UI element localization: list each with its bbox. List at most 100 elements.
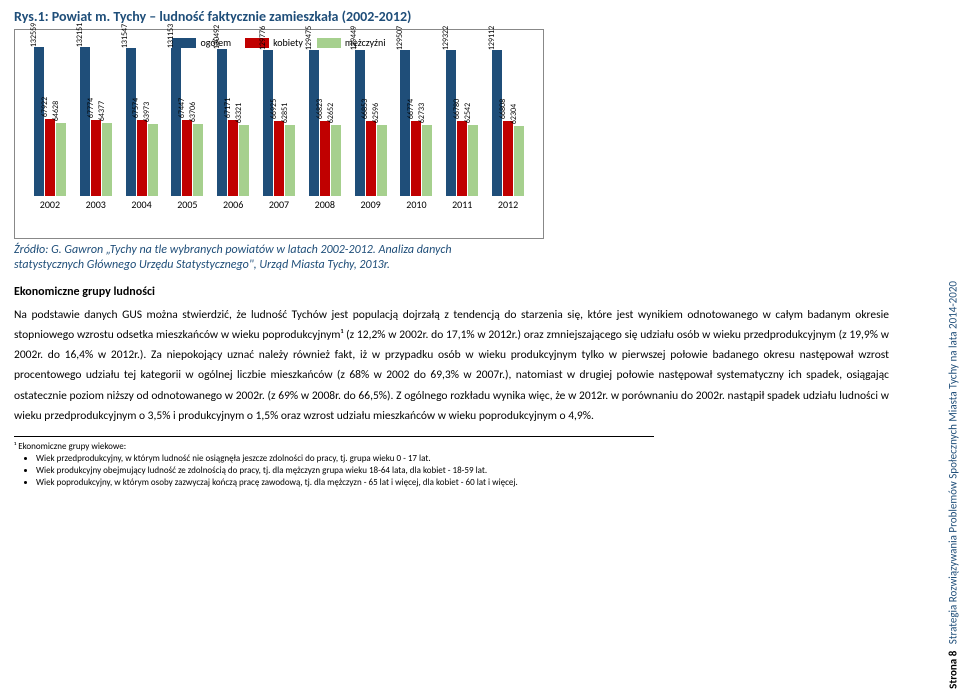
bar-set: 1294496685362596 [355, 46, 387, 196]
bar-mezczyzni: 64628 [56, 123, 66, 196]
bar-set: 1297766692562851 [263, 46, 295, 196]
year-label: 2012 [498, 198, 518, 211]
source-line-1: Źródło: G. Gawron „Tychy na tle wybranyc… [14, 243, 452, 257]
body-paragraph: Na podstawie danych GUS można stwierdzić… [14, 305, 889, 426]
year-group: 12932266780625422011 [441, 46, 483, 211]
bar-value-label: 62542 [463, 103, 473, 123]
year-label: 2010 [406, 198, 426, 211]
bar-value-label: 62596 [372, 103, 382, 123]
bar-value-label: 67447 [177, 98, 187, 118]
bar-set: 1325596792264628 [34, 46, 66, 196]
year-label: 2006 [223, 198, 243, 211]
year-group: 1315476757463973 2004 [121, 46, 163, 211]
bar-value-label: 66774 [406, 99, 416, 119]
bar-kobiety: 66808 [503, 121, 513, 196]
bar-ogolem: 130492 [217, 49, 227, 196]
year-label: 2002 [40, 198, 60, 211]
side-doc-title: Strategia Rozwiązywania Problemów Społec… [947, 281, 959, 644]
bar-mezczyzni: 63321 [239, 125, 249, 196]
bar-value-label: 129776 [258, 25, 268, 49]
bar-value-label: 62652 [326, 103, 336, 123]
side-page-label: Strona 8 Strategia Rozwiązywania Problem… [947, 281, 959, 689]
page-title: Rys.1: Powiat m. Tychy – ludność faktycz… [14, 8, 889, 25]
section-heading: Ekonomiczne grupy ludności [14, 285, 889, 299]
bar-value-label: 67171 [223, 98, 233, 118]
bar-kobiety: 66823 [320, 121, 330, 196]
bar-value-label: 129112 [487, 26, 497, 50]
bar-value-label: 64377 [97, 101, 107, 121]
population-chart: ogółemkobietymężczyźni 13255967922646282… [14, 29, 544, 239]
year-group: 1297766692562851 2007 [258, 46, 300, 211]
footnote-block: ¹ Ekonomiczne grupy wiekowe: Wiek przedp… [14, 436, 654, 490]
bar-ogolem: 129507 [400, 50, 410, 196]
bar-value-label: 131153 [166, 24, 176, 48]
bar-value-label: 66823 [315, 99, 325, 119]
year-group: 13049267171633212006 [212, 46, 254, 211]
bar-value-label: 63706 [188, 102, 198, 122]
year-group: 13115367447637062005 [166, 46, 208, 211]
year-group: 12944966853625962009 [350, 46, 392, 211]
bar-value-label: 66853 [361, 98, 371, 118]
source-line-2: statystycznych Głównego Urzędu Statystyc… [14, 258, 390, 272]
bar-value-label: 67574 [132, 98, 142, 118]
bar-kobiety: 66780 [457, 121, 467, 196]
bar-value-label: 129449 [350, 26, 360, 50]
footnote-item: Wiek przedprodukcyjny, w którym ludność … [36, 453, 654, 465]
bar-ogolem: 131153 [171, 48, 181, 196]
year-group: 1294756682362652 2008 [304, 46, 346, 211]
bar-ogolem: 132151 [80, 47, 90, 196]
bar-ogolem: 129475 [309, 50, 319, 196]
year-group: 1321516777464377 2003 [75, 46, 117, 211]
bar-value-label: 62851 [280, 103, 290, 123]
bar-set: 1315476757463973 [126, 46, 158, 196]
bar-ogolem: 132559 [34, 47, 44, 197]
bar-value-label: 129322 [441, 26, 451, 50]
bar-value-label: 62733 [417, 103, 427, 123]
bar-ogolem: 129776 [263, 50, 273, 196]
year-group: 1291126680862304 2012 [487, 46, 529, 211]
year-label: 2003 [86, 198, 106, 211]
bar-value-label: 66780 [452, 99, 462, 119]
year-group: 13255967922646282002 [29, 46, 71, 211]
bar-value-label: 63973 [143, 102, 153, 122]
bar-mezczyzni: 62851 [285, 125, 295, 196]
bar-kobiety: 66853 [366, 121, 376, 196]
bar-value-label: 67922 [40, 97, 50, 117]
chart-plot-area: 1325596792264628200213215167774643772003… [25, 51, 533, 211]
footnote-title: ¹ Ekonomiczne grupy wiekowe: [14, 441, 654, 453]
year-label: 2011 [452, 198, 472, 211]
bar-mezczyzni: 62304 [514, 126, 524, 196]
bar-ogolem: 129322 [446, 50, 456, 196]
year-label: 2004 [131, 198, 151, 211]
bar-kobiety: 67774 [91, 120, 101, 196]
year-group: 12950766774627332010 [396, 46, 438, 211]
bar-value-label: 66808 [498, 99, 508, 119]
page-number: Strona 8 [947, 651, 959, 689]
bar-mezczyzni: 62733 [422, 125, 432, 196]
bar-mezczyzni: 63706 [193, 124, 203, 196]
bar-value-label: 62304 [509, 104, 519, 124]
bar-mezczyzni: 62542 [468, 125, 478, 196]
bar-set: 1321516777464377 [80, 46, 112, 196]
footnote-item: Wiek poprodukcyjny, w którym osoby zazwy… [36, 477, 654, 489]
bar-value-label: 131547 [121, 23, 131, 47]
bar-value-label: 63321 [234, 102, 244, 122]
year-label: 2009 [360, 198, 380, 211]
bar-set: 1294756682362652 [309, 46, 341, 196]
year-label: 2007 [269, 198, 289, 211]
bar-ogolem: 131547 [126, 48, 136, 196]
bar-kobiety: 66925 [274, 121, 284, 196]
bar-ogolem: 129449 [355, 50, 365, 196]
bar-set: 1304926717163321 [217, 46, 249, 196]
bar-value-label: 132559 [29, 22, 39, 46]
bar-value-label: 130492 [212, 25, 222, 49]
chart-source: Źródło: G. Gawron „Tychy na tle wybranyc… [14, 243, 554, 273]
bar-kobiety: 67574 [137, 120, 147, 196]
bar-set: 1291126680862304 [492, 46, 524, 196]
bar-value-label: 132151 [75, 23, 85, 47]
bar-value-label: 67774 [86, 97, 96, 117]
bar-kobiety: 67922 [45, 119, 55, 196]
year-label: 2008 [315, 198, 335, 211]
bar-mezczyzni: 62596 [377, 125, 387, 196]
bar-kobiety: 66774 [411, 121, 421, 196]
